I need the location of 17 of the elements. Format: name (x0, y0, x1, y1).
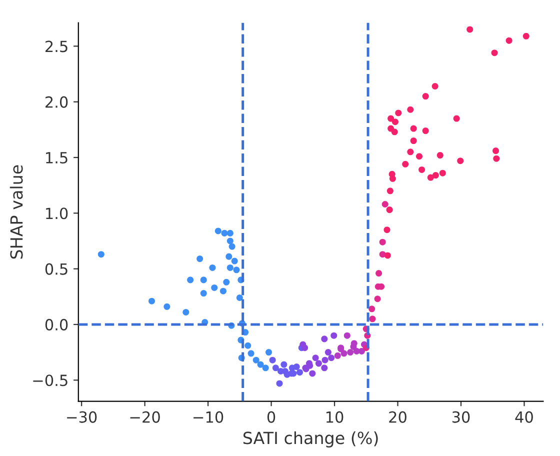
x-tick-label: 0 (267, 411, 276, 423)
y-tick-label: 1.0 (46, 208, 68, 220)
y-tick-label: 2.5 (46, 40, 68, 52)
x-tick-label: 40 (515, 411, 533, 423)
x-axis-title: SATI change (%) (243, 431, 378, 448)
y-tick-label: 0.5 (45, 263, 68, 275)
y-tick-label: 2.0 (46, 96, 68, 108)
y-tick-label: 0.0 (45, 318, 68, 330)
x-tick-label: −30 (67, 411, 97, 423)
x-tick-label: 20 (389, 411, 406, 423)
y-tick-label: 1.5 (46, 152, 68, 164)
x-tick-label: −20 (130, 411, 160, 423)
x-tick-label: 10 (326, 411, 344, 423)
x-tick-label: −10 (194, 411, 224, 423)
x-tick-label: 30 (452, 411, 470, 423)
y-tick-label: −0.5 (33, 374, 68, 386)
y-axis-title: SHAP value (10, 165, 23, 259)
